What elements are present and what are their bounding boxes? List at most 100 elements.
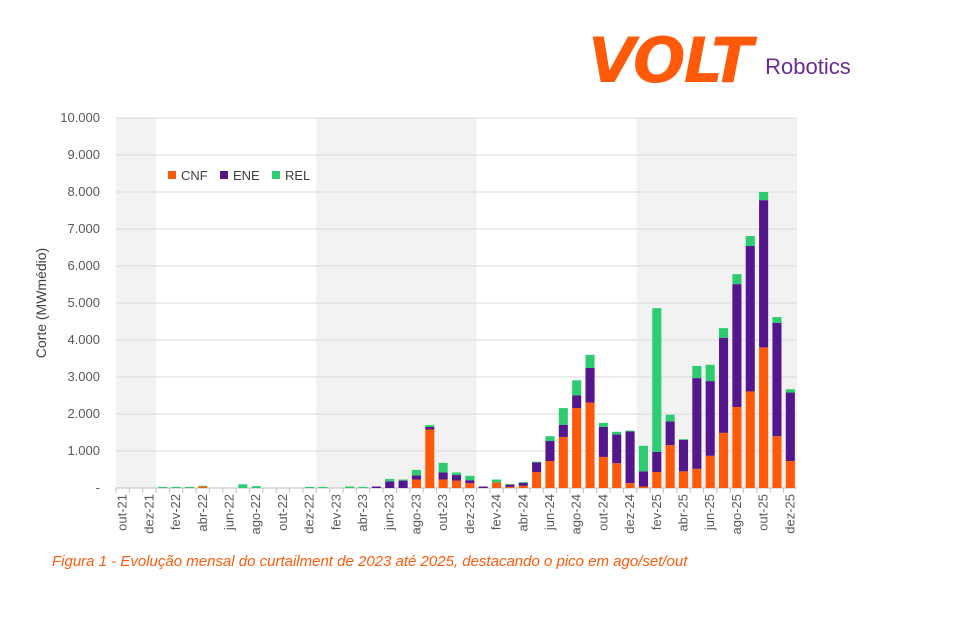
bar-cnf-out-25 — [759, 347, 769, 488]
bar-ene-out-24 — [598, 426, 608, 457]
bar-ene-jun-24 — [545, 441, 555, 461]
x-tick-label: fev-23 — [328, 494, 343, 530]
bar-cnf-jan-25 — [638, 486, 648, 488]
x-tick-label: out-22 — [275, 494, 290, 531]
bar-ene-set-25 — [745, 246, 755, 392]
bar-cnf-nov-23 — [451, 480, 462, 488]
bar-ene-jan-25 — [638, 471, 648, 487]
x-tick-label: ago-25 — [729, 494, 744, 534]
y-tick-label: 1.000 — [67, 443, 100, 458]
bar-ene-dez-23 — [465, 480, 475, 484]
bar-cnf-ago-25 — [732, 406, 742, 488]
y-tick-label: 9.000 — [67, 147, 100, 162]
bar-rel-abr-22 — [198, 485, 208, 487]
x-tick-label: out-23 — [435, 494, 450, 531]
legend-swatch-rel — [272, 171, 280, 179]
bar-ene-set-23 — [425, 426, 435, 430]
bar-cnf-ago-24 — [572, 408, 582, 488]
y-axis-label: Corte (MWmédio) — [33, 248, 49, 358]
y-tick-label: 3.000 — [67, 369, 100, 384]
bar-rel-jul-23 — [398, 479, 408, 481]
x-tick-label: abr-24 — [515, 494, 530, 532]
bar-ene-mai-23 — [371, 486, 381, 488]
x-tick-label: jun-24 — [542, 494, 557, 531]
bar-cnf-jul-25 — [719, 432, 729, 488]
legend-label-ene: ENE — [233, 168, 260, 183]
bar-rel-set-23 — [425, 425, 435, 427]
bar-ene-out-23 — [438, 472, 448, 480]
bar-rel-jun-24 — [545, 436, 555, 442]
x-tick-label: jun-23 — [382, 494, 397, 531]
bar-rel-jul-22 — [238, 484, 248, 488]
volt-robotics-logo: VOLT Robotics — [588, 22, 851, 92]
bar-ene-jan-24 — [478, 486, 488, 488]
bar-ene-mar-25 — [665, 421, 675, 446]
bar-ene-mai-24 — [532, 462, 542, 473]
bar-cnf-mar-25 — [665, 445, 675, 488]
bar-rel-nov-24 — [612, 431, 622, 435]
bar-rel-mar-23 — [345, 486, 355, 488]
y-tick-label: 5.000 — [67, 295, 100, 310]
bar-cnf-jun-25 — [705, 455, 715, 488]
bar-ene-ago-25 — [732, 284, 742, 407]
bar-cnf-jul-24 — [558, 436, 568, 488]
bar-rel-jan-25 — [638, 445, 648, 472]
y-tick-label: 8.000 — [67, 184, 100, 199]
bar-rel-jan-23 — [318, 486, 328, 488]
x-tick-label: dez-24 — [622, 494, 637, 534]
bar-cnf-nov-24 — [612, 463, 622, 488]
bar-rel-mai-24 — [532, 461, 542, 463]
bar-rel-abr-23 — [358, 486, 368, 488]
bar-ene-abr-24 — [518, 482, 528, 486]
bar-rel-mar-22 — [184, 486, 194, 488]
bar-ene-out-25 — [759, 200, 769, 348]
bar-rel-jul-25 — [719, 328, 729, 338]
bar-rel-ago-23 — [411, 469, 421, 476]
bar-rel-out-25 — [759, 192, 769, 201]
bar-rel-mai-25 — [692, 365, 702, 379]
bar-rel-nov-23 — [451, 472, 462, 476]
bar-rel-nov-25 — [772, 317, 782, 323]
x-tick-label: fev-22 — [168, 494, 183, 530]
bar-cnf-abr-24 — [518, 485, 528, 488]
bar-cnf-jun-24 — [545, 460, 555, 488]
x-tick-label: out-21 — [115, 494, 130, 531]
bar-rel-mar-24 — [505, 483, 515, 485]
bar-ene-ago-24 — [572, 395, 582, 409]
x-tick-label: fev-25 — [649, 494, 664, 530]
bar-rel-dez-23 — [465, 475, 475, 481]
curtailment-chart: - 1.000 2.000 3.000 4.000 5.000 6.000 7.000 8.00… — [33, 110, 797, 534]
bar-rel-jun-23 — [385, 478, 395, 482]
y-tick-label: 6.000 — [67, 258, 100, 273]
y-tick-label: 4.000 — [67, 332, 100, 347]
bar-rel-out-23 — [438, 462, 448, 473]
bar-ene-jul-25 — [719, 337, 729, 433]
bar-ene-jun-25 — [705, 381, 715, 456]
x-tick-label: ago-23 — [408, 494, 423, 534]
x-tick-label: dez-25 — [782, 494, 797, 534]
bar-cnf-dez-24 — [625, 483, 635, 488]
x-tick-label: abr-22 — [195, 494, 210, 532]
x-tick-label: jun-22 — [222, 494, 237, 531]
bar-ene-nov-23 — [451, 475, 462, 481]
bar-rel-ago-25 — [732, 274, 742, 285]
bar-cnf-nov-25 — [772, 436, 782, 488]
x-tick-label: jun-25 — [702, 494, 717, 531]
x-tick-label: dez-23 — [462, 494, 477, 534]
legend-label-rel: REL — [285, 168, 310, 183]
bar-rel-out-24 — [598, 422, 608, 427]
bar-rel-dez-22 — [305, 486, 315, 488]
bar-ene-jul-24 — [558, 424, 568, 437]
bar-cnf-set-23 — [425, 429, 435, 488]
bar-rel-set-24 — [585, 354, 595, 368]
y-tick-label: - — [96, 480, 100, 495]
bar-cnf-out-24 — [598, 456, 608, 488]
bar-cnf-dez-25 — [785, 460, 795, 488]
bar-ene-ago-23 — [411, 475, 421, 480]
bar-ene-mar-24 — [505, 484, 515, 487]
x-tick-label: ago-22 — [248, 494, 263, 534]
legend-swatch-cnf — [168, 171, 176, 179]
x-tick-label: out-24 — [595, 494, 610, 531]
bar-rel-fev-22 — [171, 486, 181, 488]
x-tick-label: dez-22 — [302, 494, 317, 534]
